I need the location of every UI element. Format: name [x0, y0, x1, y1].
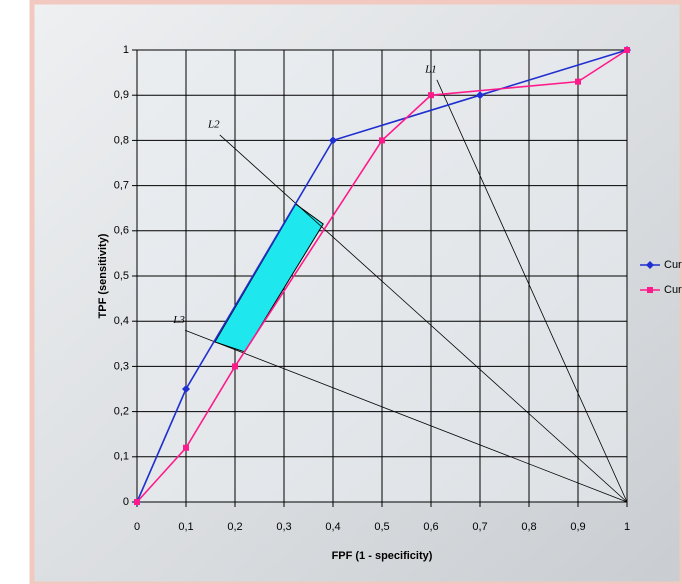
- x-tick-label: 0,3: [276, 521, 291, 533]
- y-tick-label: 0,4: [114, 315, 129, 327]
- y-tick-label: 0,7: [114, 180, 129, 192]
- x-tick-label: 0,4: [325, 521, 340, 533]
- data-point: [476, 91, 484, 100]
- y-tick-label: 0,1: [114, 451, 129, 463]
- y-tick-label: 0,8: [114, 134, 129, 146]
- x-tick-label: 0,5: [374, 521, 389, 533]
- y-tick-label: 0,2: [114, 406, 129, 418]
- annotation-line: [219, 134, 628, 503]
- y-tick-label: 0: [123, 496, 129, 508]
- annotation-label: L2: [207, 119, 220, 131]
- x-tick-label: 0,8: [521, 521, 536, 533]
- x-tick-label: 0,1: [178, 521, 193, 533]
- y-tick-label: 0,5: [114, 270, 129, 282]
- data-point: [379, 137, 385, 144]
- data-point: [624, 47, 630, 53]
- y-tick-label: 0,6: [114, 225, 129, 237]
- annotation-label: L1: [424, 63, 437, 75]
- legend-label: Cur: [664, 284, 682, 296]
- y-tick-label: 0,9: [114, 89, 129, 101]
- frame: [29, 0, 682, 584]
- x-tick-label: 0,2: [227, 521, 242, 533]
- data-point: [329, 136, 337, 145]
- data-point: [428, 92, 434, 99]
- x-axis-label: FPF (1 - specificity): [332, 550, 433, 562]
- legend-label: Cur: [664, 259, 682, 271]
- legend-marker: [647, 287, 653, 293]
- x-tick-label: 0,6: [423, 521, 438, 533]
- data-point: [182, 385, 190, 393]
- annotation-label: L3: [172, 314, 185, 326]
- annotation-line: [184, 329, 628, 503]
- x-tick-label: 0,7: [472, 521, 487, 533]
- y-axis-label: TPF (sensitivity): [97, 233, 109, 318]
- legend-marker: [646, 261, 654, 269]
- x-tick-label: 1: [624, 521, 630, 533]
- x-tick-label: 0,9: [570, 521, 585, 533]
- data-point: [134, 499, 140, 505]
- annotation-line: [436, 79, 628, 503]
- y-tick-label: 1: [123, 44, 129, 56]
- data-point: [575, 78, 581, 85]
- x-tick-label: 0: [134, 521, 140, 533]
- data-point: [232, 363, 238, 370]
- y-tick-label: 0,3: [114, 360, 129, 372]
- data-point: [183, 444, 189, 451]
